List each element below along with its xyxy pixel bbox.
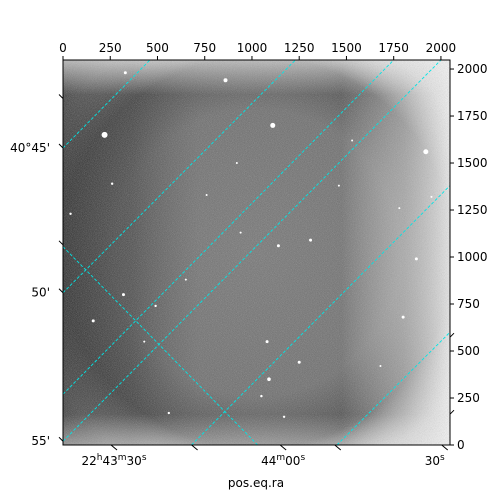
stars-layer [69,71,433,419]
grid-line-2 [63,60,442,442]
star-28 [430,195,433,198]
right-tick-label-3: 750 [457,297,480,311]
top-tick-label-1: 250 [99,41,122,55]
top-tick-label-8: 2000 [426,41,457,55]
dec-minor-tick-1 [58,240,64,246]
star-8 [91,319,95,323]
star-21 [337,184,340,187]
right-tick-label-7: 1750 [457,109,488,123]
star-20 [282,415,286,419]
right-tick-label-5: 1250 [457,203,488,217]
star-5 [276,244,280,248]
right-pixel-axis: 0 250 500 750 1000 1250 1500 1750 2000 [450,62,488,452]
top-tick-label-0: 0 [59,41,67,55]
grid-line-5 [63,246,258,445]
right-tick-label-2: 500 [457,344,480,358]
top-pixel-axis: 0 250 500 750 1000 1250 1500 1750 2000 [59,41,456,60]
star-16 [110,182,114,185]
ra-tick-label-2: 30s [425,453,445,468]
coordinate-grid [63,60,450,445]
dec-tick-2 [58,436,64,442]
star-4 [123,71,127,75]
x-axis-title: pos.eq.ra [228,476,284,490]
star-18 [184,278,187,281]
dec-tick-label-0: 40°45' [10,141,50,155]
star-11 [297,360,301,364]
star-10 [265,340,269,344]
right-tick-label-6: 1500 [457,156,488,170]
star-19 [167,411,171,415]
ra-tick-2 [441,444,449,451]
bottom-ra-axis: 22h43m30s 44m00s 30s [81,444,449,468]
star-6 [309,238,313,242]
grid-line-0 [63,60,151,149]
right-minor-tick-1 [449,409,455,415]
star-3 [223,78,228,83]
right-minor-tick-0 [449,332,455,338]
star-23 [398,207,401,210]
image-area [63,60,450,445]
top-tick-label-6: 1500 [331,41,362,55]
star-29 [239,231,242,234]
star-1 [270,122,276,128]
star-22 [351,139,354,142]
ra-tick-0 [110,444,118,451]
grid-line-4 [336,331,450,445]
star-27 [143,340,146,343]
dec-tick-0 [58,143,64,149]
right-tick-label-4: 1000 [457,250,488,264]
dec-tick-1 [58,288,64,294]
star-14 [414,257,418,261]
star-15 [69,212,72,215]
ra-minor-tick-0 [191,444,198,451]
star-24 [260,394,263,398]
grid-line-3 [191,185,450,445]
top-tick-label-3: 750 [193,41,216,55]
star-26 [379,365,382,368]
dec-tick-label-1: 50' [31,286,50,300]
ra-tick-label-1: 44m00s [261,453,305,468]
top-tick-label-7: 1750 [378,41,409,55]
plot-frame [62,59,451,446]
top-tick-label-4: 1000 [237,41,268,55]
star-13 [401,315,405,319]
star-17 [235,162,238,165]
star-2 [423,149,429,155]
grid-line-6 [63,60,395,395]
star-0 [101,131,108,138]
star-9 [154,304,157,308]
top-tick-label-2: 500 [146,41,169,55]
star-7 [121,293,125,297]
dec-tick-label-2: 55' [31,434,50,448]
right-tick-label-1: 250 [457,391,480,405]
right-tick-label-0: 0 [457,438,465,452]
right-tick-label-8: 2000 [457,62,488,76]
star-25 [205,193,208,196]
dec-minor-tick-0 [58,94,64,99]
ra-tick-label-0: 22h43m30s [81,453,146,468]
ra-tick-1 [279,444,287,451]
ra-minor-tick-1 [334,444,342,451]
left-dec-axis: 40°45' 50' 55' [10,94,455,448]
top-tick-label-5: 1250 [284,41,315,55]
star-12 [267,377,271,382]
